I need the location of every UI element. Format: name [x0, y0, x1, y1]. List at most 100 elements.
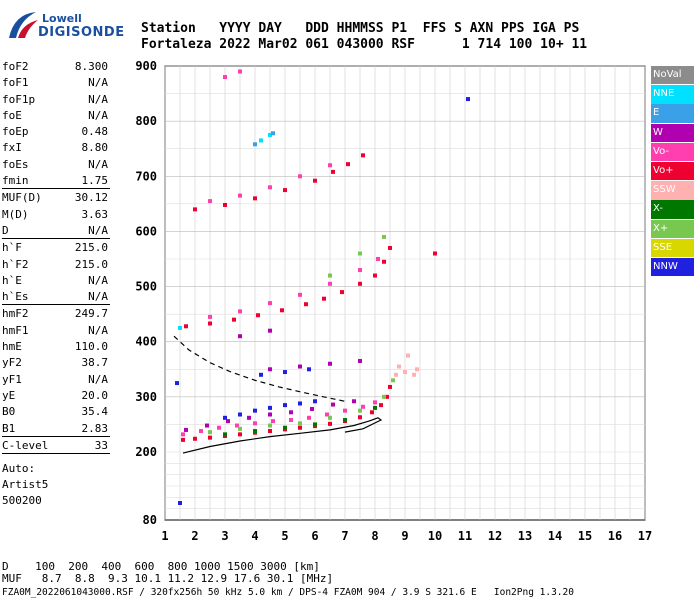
- data-point: [298, 421, 302, 426]
- param-value: 249.7: [74, 307, 108, 321]
- y-tick-label: 900: [135, 59, 157, 73]
- data-point: [181, 437, 185, 442]
- param-value: 35.4: [81, 405, 109, 419]
- x-tick-label: 9: [401, 529, 408, 543]
- data-point: [403, 370, 407, 375]
- param-row: h`F 215.0: [2, 239, 108, 255]
- header-values: Fortaleza 2022 Mar02 061 043000 RSF 1 71…: [141, 37, 588, 52]
- data-point: [283, 425, 287, 430]
- lowell-digisonde-logo: Lowell DIGISONDE: [4, 8, 124, 42]
- param-row: hmF2 249.7: [2, 305, 108, 321]
- param-name: h`F2: [2, 257, 29, 271]
- data-point: [340, 290, 344, 295]
- data-point: [361, 153, 365, 158]
- data-point: [412, 372, 416, 377]
- data-point: [175, 381, 179, 386]
- data-point: [433, 251, 437, 256]
- data-point: [238, 69, 242, 74]
- data-point: [253, 429, 257, 434]
- param-row: foF1p N/A: [2, 91, 108, 107]
- param-value: 38.7: [81, 356, 109, 370]
- y-tick-label: 300: [135, 390, 157, 404]
- param-row: foEp 0.48: [2, 123, 108, 139]
- data-point: [178, 501, 182, 505]
- data-point: [235, 423, 239, 428]
- data-point: [298, 401, 302, 406]
- legend-item: W: [651, 123, 694, 142]
- data-point: [331, 169, 335, 174]
- data-point: [466, 97, 470, 102]
- data-point: [208, 435, 212, 440]
- data-point: [373, 405, 377, 410]
- param-value: N/A: [88, 76, 108, 90]
- data-point: [289, 418, 293, 423]
- param-row: hmF1 N/A: [2, 322, 108, 338]
- param-name: MUF(D): [2, 191, 42, 205]
- param-name: M(D): [2, 207, 29, 221]
- param-row: yF2 38.7: [2, 354, 108, 370]
- x-tick-label: 11: [458, 529, 472, 543]
- data-point: [184, 427, 188, 432]
- param-value: 3.63: [81, 207, 109, 221]
- data-point: [232, 317, 236, 322]
- param-row: foF2 8.300: [2, 58, 108, 74]
- param-separator: [2, 188, 110, 190]
- param-name: h`F: [2, 241, 22, 255]
- x-tick-label: 12: [488, 529, 502, 543]
- data-point: [358, 251, 362, 256]
- data-point: [238, 309, 242, 314]
- data-point: [268, 185, 272, 190]
- data-point: [307, 415, 311, 420]
- data-point: [394, 372, 398, 377]
- data-point: [181, 432, 185, 437]
- data-point: [328, 273, 332, 278]
- data-point: [199, 429, 203, 434]
- param-value: 110.0: [74, 340, 108, 354]
- data-point: [238, 334, 242, 339]
- data-point: [253, 142, 257, 147]
- param-row: fmin 1.75: [2, 172, 108, 188]
- data-point: [226, 419, 230, 424]
- data-point: [373, 400, 377, 405]
- footer-muf-row: MUF 8.7 8.8 9.3 10.1 11.2 12.9 17.6 30.1…: [2, 572, 334, 585]
- data-point: [376, 257, 380, 261]
- data-point: [253, 421, 257, 426]
- param-name: hmE: [2, 340, 22, 354]
- param-row: D N/A: [2, 222, 108, 238]
- param-value: 8.80: [81, 141, 109, 155]
- data-point: [283, 188, 287, 193]
- legend: NoVal NNE E W Vo- Vo+ SSW X- X+ SSE NNW: [651, 66, 694, 277]
- param-value: N/A: [88, 92, 108, 106]
- data-point: [253, 196, 257, 201]
- param-value: 30.12: [74, 191, 108, 205]
- x-tick-label: 3: [221, 529, 228, 543]
- data-point: [271, 419, 275, 424]
- param-row: foE N/A: [2, 107, 108, 123]
- data-point: [328, 163, 332, 168]
- data-point: [259, 138, 263, 143]
- data-point: [307, 367, 311, 372]
- param-row: B1 2.83: [2, 420, 108, 436]
- legend-item: X+: [651, 219, 694, 238]
- param-name: yE: [2, 388, 16, 402]
- data-point: [382, 234, 386, 239]
- param-row: yF1 N/A: [2, 371, 108, 387]
- y-tick-label: 80: [143, 513, 157, 527]
- data-point: [358, 268, 362, 273]
- param-row: h`F2 215.0: [2, 256, 108, 272]
- param-name: hmF2: [2, 307, 29, 321]
- y-tick-label: 700: [135, 169, 157, 183]
- footer-distance-row: D 100 200 400 600 800 1000 1500 3000 [km…: [2, 560, 320, 573]
- data-point: [205, 423, 209, 428]
- data-point: [406, 353, 410, 358]
- data-point: [208, 199, 212, 204]
- data-point: [331, 402, 335, 407]
- data-point: [253, 408, 257, 413]
- data-point: [268, 132, 272, 137]
- param-name: foF1: [2, 76, 29, 90]
- auto-line1: Auto:: [2, 462, 36, 476]
- data-point: [238, 412, 242, 417]
- param-value: 33: [94, 438, 108, 452]
- data-point: [397, 364, 401, 369]
- param-name: yF2: [2, 356, 22, 370]
